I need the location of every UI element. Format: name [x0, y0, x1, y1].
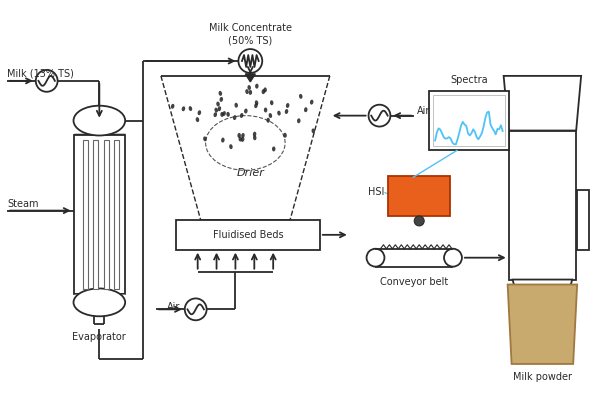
Text: Packer: Packer: [524, 193, 561, 202]
FancyBboxPatch shape: [83, 140, 88, 289]
Ellipse shape: [182, 106, 185, 111]
Text: Fluidised Beds: Fluidised Beds: [212, 230, 283, 240]
Ellipse shape: [310, 100, 313, 105]
Ellipse shape: [218, 106, 221, 111]
Ellipse shape: [220, 97, 223, 102]
Polygon shape: [508, 284, 577, 364]
FancyBboxPatch shape: [388, 176, 450, 216]
Ellipse shape: [283, 133, 287, 138]
Circle shape: [414, 216, 424, 226]
FancyBboxPatch shape: [114, 140, 119, 289]
Ellipse shape: [311, 129, 315, 134]
Ellipse shape: [233, 115, 236, 120]
Ellipse shape: [262, 89, 265, 94]
Ellipse shape: [244, 108, 248, 113]
Text: Evaporator: Evaporator: [73, 332, 126, 342]
FancyBboxPatch shape: [532, 317, 553, 335]
Ellipse shape: [241, 133, 245, 138]
Ellipse shape: [171, 104, 175, 109]
Ellipse shape: [285, 109, 288, 114]
FancyBboxPatch shape: [94, 140, 98, 289]
Ellipse shape: [266, 118, 270, 123]
Ellipse shape: [226, 112, 230, 117]
Polygon shape: [512, 280, 572, 317]
Text: Conveyor belt: Conveyor belt: [380, 276, 448, 286]
Ellipse shape: [203, 136, 206, 141]
Ellipse shape: [220, 112, 224, 117]
Text: Milk (13% TS): Milk (13% TS): [7, 69, 74, 79]
Ellipse shape: [239, 136, 242, 142]
Ellipse shape: [272, 147, 275, 152]
Ellipse shape: [245, 89, 249, 94]
Ellipse shape: [247, 85, 251, 90]
Ellipse shape: [221, 138, 224, 142]
Ellipse shape: [196, 117, 199, 122]
Ellipse shape: [254, 103, 258, 108]
Ellipse shape: [270, 100, 274, 105]
Ellipse shape: [74, 289, 125, 316]
Ellipse shape: [218, 91, 222, 96]
Text: Air: Air: [167, 302, 181, 312]
Ellipse shape: [297, 118, 301, 123]
FancyBboxPatch shape: [176, 220, 320, 250]
Ellipse shape: [255, 84, 259, 89]
Ellipse shape: [269, 113, 272, 118]
FancyBboxPatch shape: [104, 140, 109, 289]
FancyBboxPatch shape: [509, 131, 576, 280]
Polygon shape: [245, 74, 255, 82]
Ellipse shape: [264, 108, 268, 113]
Ellipse shape: [241, 137, 244, 142]
Ellipse shape: [277, 110, 281, 116]
Ellipse shape: [299, 94, 302, 99]
Ellipse shape: [286, 103, 289, 108]
Text: Steam: Steam: [7, 199, 38, 209]
Text: Drier: Drier: [236, 168, 264, 178]
Ellipse shape: [248, 90, 252, 95]
Ellipse shape: [240, 113, 244, 118]
Polygon shape: [503, 76, 581, 131]
Ellipse shape: [197, 110, 201, 115]
Text: Air: Air: [417, 106, 431, 116]
Ellipse shape: [214, 112, 217, 117]
Ellipse shape: [253, 131, 256, 136]
Ellipse shape: [188, 106, 192, 111]
Ellipse shape: [238, 133, 241, 138]
FancyBboxPatch shape: [577, 190, 589, 250]
Text: Spectra: Spectra: [450, 75, 488, 85]
Ellipse shape: [263, 87, 267, 92]
FancyBboxPatch shape: [429, 91, 509, 150]
Ellipse shape: [255, 100, 259, 105]
Ellipse shape: [253, 135, 256, 140]
Ellipse shape: [235, 103, 238, 108]
Ellipse shape: [214, 108, 218, 113]
Ellipse shape: [229, 144, 233, 149]
Ellipse shape: [74, 106, 125, 136]
Ellipse shape: [304, 107, 308, 112]
Ellipse shape: [223, 111, 226, 116]
Ellipse shape: [216, 102, 220, 107]
FancyBboxPatch shape: [74, 136, 125, 294]
Text: HSI: HSI: [368, 187, 385, 197]
FancyBboxPatch shape: [433, 95, 505, 147]
Text: Milk Concentrate
(50% TS): Milk Concentrate (50% TS): [209, 24, 292, 45]
Text: Milk powder: Milk powder: [513, 372, 572, 382]
